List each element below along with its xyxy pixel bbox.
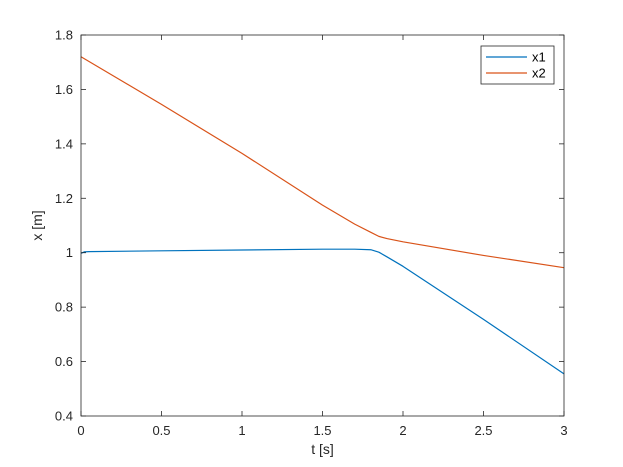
x-tick-label: 2.5: [474, 423, 492, 438]
x-tick-label: 1: [238, 423, 245, 438]
legend-label-x2: x2: [532, 66, 546, 81]
x-axis-title: t [s]: [311, 441, 334, 457]
y-tick-label: 0.6: [55, 354, 73, 369]
series-layer: [80, 56, 565, 375]
y-tick-label: 1.8: [55, 28, 73, 43]
plot-area: [81, 35, 564, 416]
series-line-x2: [80, 56, 565, 269]
legend-box: [480, 45, 555, 85]
y-tick-label: 1.4: [55, 136, 73, 151]
y-tick-label: 1: [66, 245, 73, 260]
y-tick-label: 0.8: [55, 300, 73, 315]
legend-label-x1: x1: [532, 50, 546, 65]
y-tick-label: 1.2: [55, 191, 73, 206]
x-tick-label: 1.5: [313, 423, 331, 438]
y-tick-label: 0.4: [55, 409, 73, 424]
x-tick-label: 2: [399, 423, 406, 438]
y-tick-label: 1.6: [55, 82, 73, 97]
x-tick-label: 0.5: [152, 423, 170, 438]
series-line-x1: [80, 248, 565, 375]
x-tick-label: 3: [560, 423, 567, 438]
x-tick-label: 0: [77, 423, 84, 438]
y-axis-title: x [m]: [29, 210, 45, 240]
plot-background: [81, 35, 564, 416]
ticks-layer: 0 0.5 1 1.5 2 2.5 3 0.4 0.6 0.8 1 1.2 1.4 1.6 1.8: [55, 28, 568, 439]
